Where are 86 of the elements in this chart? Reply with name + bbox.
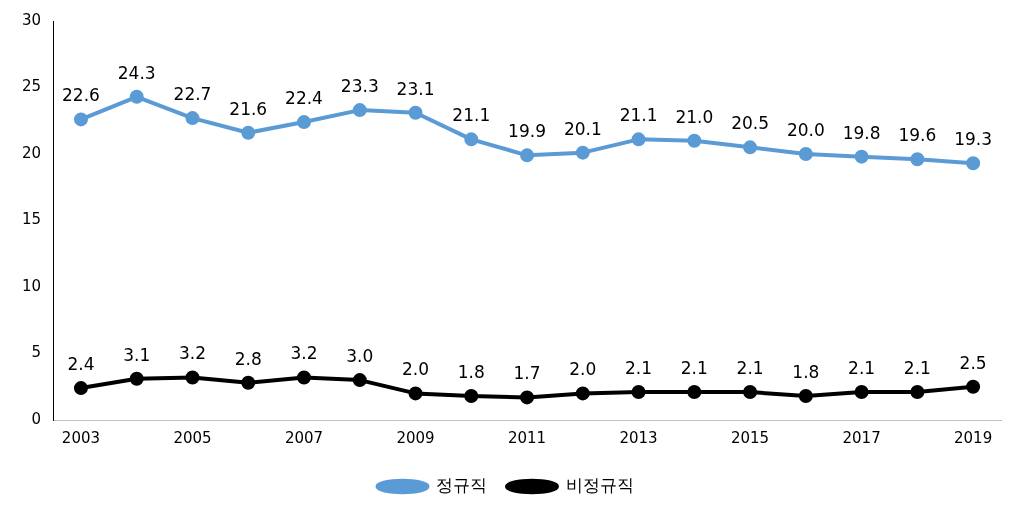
y-tick-label: 25 xyxy=(21,77,42,96)
data-label: 22.6 xyxy=(62,85,100,106)
point xyxy=(910,152,925,167)
data-label: 2.4 xyxy=(67,354,95,374)
x-tick-label: 2017 xyxy=(842,428,881,447)
point xyxy=(631,385,646,400)
legend-label: 비정규직 xyxy=(565,474,634,495)
data-label: 20.0 xyxy=(786,119,825,140)
point xyxy=(408,386,423,401)
point xyxy=(241,125,256,140)
point xyxy=(352,103,367,118)
point xyxy=(520,390,535,405)
data-label: 19.6 xyxy=(898,125,937,146)
data-label: 2.1 xyxy=(625,357,653,378)
data-label: 1.8 xyxy=(792,361,820,382)
data-label: 22.4 xyxy=(285,88,323,108)
data-label: 24.3 xyxy=(117,62,156,83)
data-label: 22.7 xyxy=(173,84,212,105)
point xyxy=(687,133,702,148)
data-label: 20.1 xyxy=(563,118,602,139)
x-tick-label: 2019 xyxy=(954,428,993,447)
point xyxy=(464,132,479,147)
point xyxy=(575,386,590,401)
data-label: 2.8 xyxy=(234,348,262,369)
point xyxy=(297,370,312,385)
data-label: 2.1 xyxy=(848,357,876,378)
data-label: 21.0 xyxy=(675,106,714,127)
point xyxy=(185,370,200,385)
point xyxy=(687,385,702,400)
data-label: 1.8 xyxy=(457,361,485,382)
point xyxy=(241,375,256,390)
data-label: 3.0 xyxy=(346,346,374,367)
point xyxy=(575,145,590,160)
y-tick-label: 15 xyxy=(21,210,42,229)
x-tick-label: 2009 xyxy=(396,428,435,447)
data-label: 1.7 xyxy=(513,363,541,384)
data-label: 21.1 xyxy=(452,105,491,126)
point xyxy=(352,373,367,388)
point xyxy=(798,147,813,161)
legend-label: 정규직 xyxy=(436,474,487,495)
point xyxy=(464,389,479,404)
x-tick-label: 2007 xyxy=(284,428,324,447)
x-tick-label: 2015 xyxy=(730,428,770,447)
data-label: 2.1 xyxy=(736,357,764,378)
data-label: 21.1 xyxy=(619,105,658,126)
x-tick-label: 2003 xyxy=(61,428,101,447)
y-tick-label: 5 xyxy=(31,343,42,362)
point xyxy=(966,156,981,171)
x-tick-label: 2013 xyxy=(619,428,658,447)
point xyxy=(631,132,646,147)
point xyxy=(520,148,535,163)
point xyxy=(185,111,200,126)
x-tick-label: 2011 xyxy=(507,428,547,447)
y-tick-label: 20 xyxy=(21,143,42,162)
point xyxy=(743,385,758,400)
data-label: 2.1 xyxy=(903,357,931,378)
point xyxy=(910,385,925,400)
point xyxy=(798,389,813,404)
data-label: 20.5 xyxy=(731,113,770,134)
point xyxy=(966,379,981,394)
data-label: 2.0 xyxy=(402,359,430,380)
data-label: 23.3 xyxy=(340,76,379,97)
x-tick-label: 2005 xyxy=(173,428,212,447)
point xyxy=(297,115,312,130)
data-label: 3.1 xyxy=(123,344,151,365)
y-tick-label: 30 xyxy=(21,10,42,29)
point xyxy=(854,149,869,164)
data-label: 19.9 xyxy=(508,121,546,142)
point xyxy=(129,371,144,386)
data-label: 19.8 xyxy=(842,122,881,143)
data-label: 21.6 xyxy=(229,98,268,119)
data-label: 2.5 xyxy=(959,352,987,373)
data-label: 19.3 xyxy=(954,129,993,150)
data-label: 2.1 xyxy=(680,357,708,378)
y-tick-label: 0 xyxy=(31,409,42,428)
data-label: 2.0 xyxy=(569,359,597,380)
data-label: 3.2 xyxy=(290,343,318,364)
point xyxy=(743,140,758,155)
point xyxy=(408,105,423,120)
data-label: 23.1 xyxy=(396,78,435,99)
point xyxy=(73,112,88,127)
point xyxy=(854,385,869,400)
data-label: 3.2 xyxy=(178,343,207,364)
point xyxy=(73,381,88,396)
y-tick-label: 10 xyxy=(21,276,42,295)
point xyxy=(129,89,144,104)
